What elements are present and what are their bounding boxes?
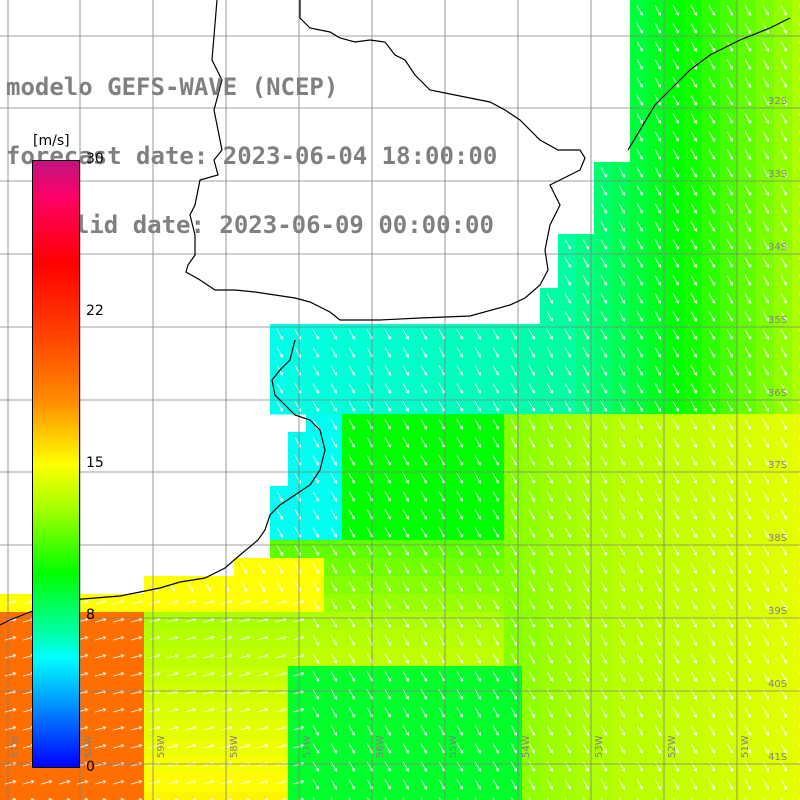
lon-label: 53W	[594, 735, 605, 758]
colorbar	[32, 160, 80, 768]
lat-label: 38S	[768, 533, 787, 544]
lat-label: 34S	[768, 242, 787, 253]
lat-label: 32S	[768, 96, 787, 107]
wind-direction-arrows	[4, 5, 800, 800]
lon-label: 54W	[521, 735, 532, 758]
colorbar-tick-8: 8	[86, 607, 95, 623]
lat-label: 39S	[768, 606, 787, 617]
coastline	[0, 0, 791, 626]
lon-label: 57W	[302, 735, 313, 758]
lat-label: 35S	[768, 315, 787, 326]
colorbar-tick-0: 0	[86, 759, 95, 775]
lat-label: 40S	[768, 679, 787, 690]
colorbar-unit: [m/s]	[33, 133, 70, 149]
lat-label: 33S	[768, 169, 787, 180]
lon-label: 61W	[10, 735, 21, 758]
lon-label: 60W	[83, 735, 94, 758]
longitude-labels: 61W 60W 59W 58W 57W 56W 55W 54W 53W 52W 51W	[10, 735, 751, 758]
lon-label: 58W	[229, 735, 240, 758]
colorbar-tick-30: 30	[86, 151, 104, 167]
lat-label: 37S	[768, 460, 787, 471]
latitude-labels: 32S 33S 34S 35S 36S 37S 38S 39S 40S 41S	[768, 96, 787, 763]
lat-label: 36S	[768, 388, 787, 399]
colorbar-tick-15: 15	[86, 455, 104, 471]
lon-label: 55W	[448, 735, 459, 758]
lon-label: 59W	[156, 735, 167, 758]
colorbar-tick-22: 22	[86, 303, 104, 319]
lat-label: 41S	[768, 752, 787, 763]
lon-label: 52W	[667, 735, 678, 758]
title-model: modelo GEFS-WAVE (NCEP)	[6, 73, 339, 101]
lon-label: 56W	[375, 735, 386, 758]
lon-label: 51W	[740, 735, 751, 758]
